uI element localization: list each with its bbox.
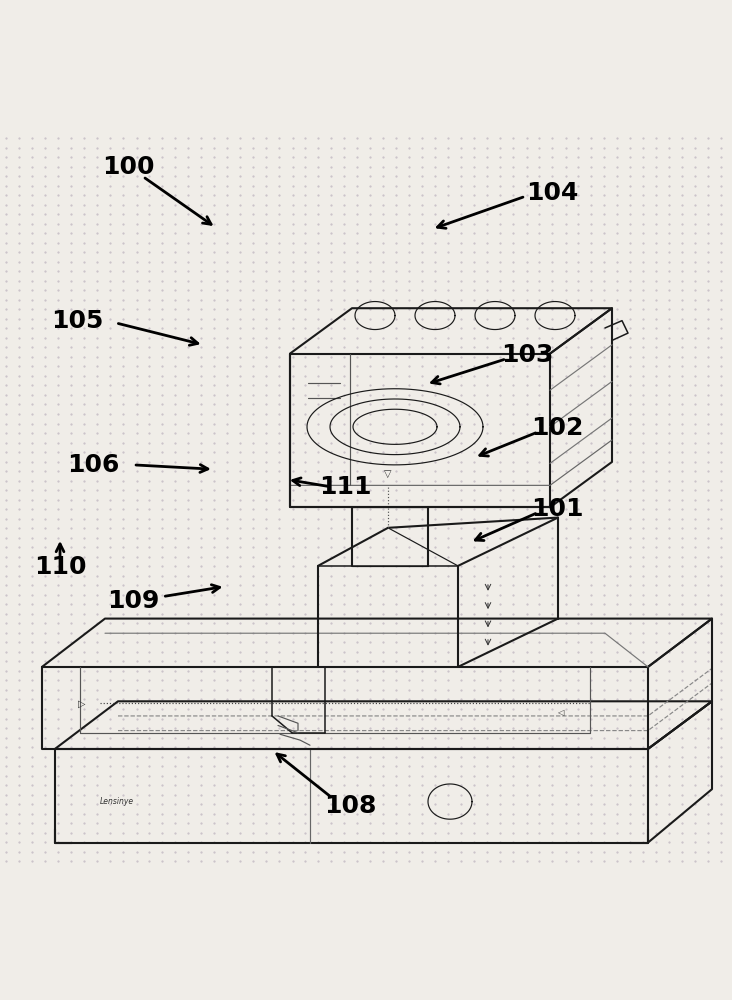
Text: 106: 106 <box>67 453 120 477</box>
Text: 102: 102 <box>531 416 584 440</box>
Text: 101: 101 <box>531 497 584 521</box>
Text: ◁: ◁ <box>557 708 563 717</box>
Text: 100: 100 <box>102 155 154 179</box>
Text: 108: 108 <box>324 794 376 818</box>
Text: ▷: ▷ <box>78 698 86 708</box>
Text: 111: 111 <box>319 475 372 499</box>
Text: ▽: ▽ <box>384 469 392 479</box>
Text: 103: 103 <box>501 343 553 367</box>
Text: 109: 109 <box>107 589 160 613</box>
Text: 110: 110 <box>34 555 86 579</box>
Text: 105: 105 <box>51 309 103 333</box>
Text: 104: 104 <box>526 181 579 205</box>
Text: Lensinye: Lensinye <box>100 797 134 806</box>
